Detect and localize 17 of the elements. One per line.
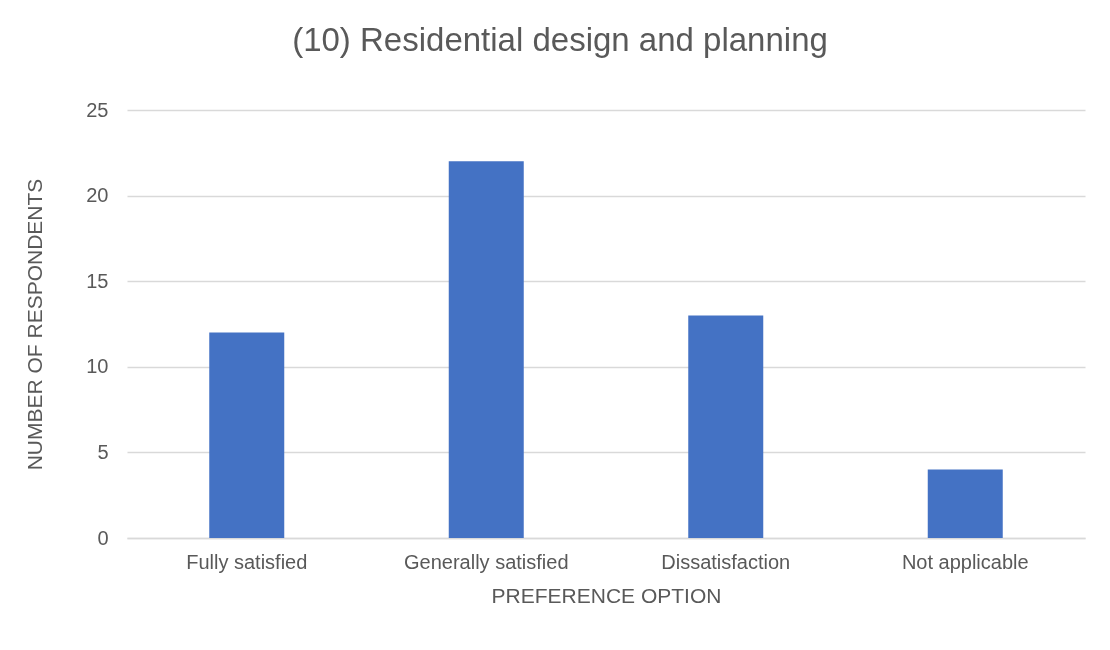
y-tick-label: 0 <box>97 526 109 549</box>
bar <box>448 161 524 538</box>
x-tick-label: Dissatisfaction <box>661 550 791 573</box>
chart-title: (10) Residential design and planning <box>292 21 828 58</box>
x-axis-title: PREFERENCE OPTION <box>491 583 722 607</box>
y-tick-label: 15 <box>86 269 109 292</box>
x-tick-label: Not applicable <box>901 550 1029 573</box>
bar <box>927 469 1003 538</box>
bar <box>209 332 285 538</box>
bar <box>688 315 764 538</box>
y-axis-title: NUMBER OF RESPONDENTS <box>23 178 47 471</box>
x-tick-label: Fully satisfied <box>186 550 308 573</box>
y-tick-label: 10 <box>86 355 109 378</box>
y-tick-label: 5 <box>97 440 109 463</box>
y-tick-label: 25 <box>86 98 109 121</box>
y-tick-label: 20 <box>86 184 109 207</box>
x-tick-label: Generally satisfied <box>403 550 569 573</box>
